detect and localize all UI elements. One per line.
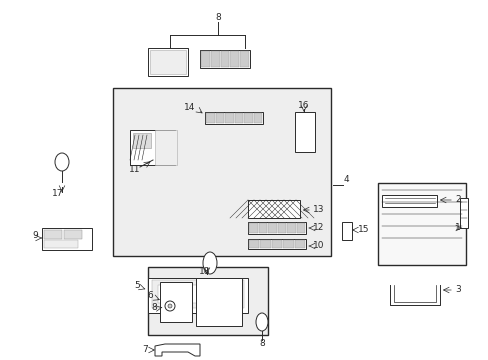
Bar xyxy=(155,130,177,165)
Bar xyxy=(196,278,242,326)
Bar xyxy=(296,223,305,233)
Text: 16: 16 xyxy=(298,100,309,109)
Text: 18: 18 xyxy=(199,267,210,276)
Bar xyxy=(42,228,92,250)
Circle shape xyxy=(168,304,172,308)
Bar xyxy=(248,223,257,233)
Bar xyxy=(271,240,282,248)
Bar xyxy=(230,51,239,67)
Bar xyxy=(247,200,299,218)
Bar xyxy=(148,267,267,335)
Bar xyxy=(148,48,187,76)
Bar xyxy=(205,113,214,123)
Circle shape xyxy=(164,301,175,311)
Text: 13: 13 xyxy=(312,206,324,215)
Text: 6: 6 xyxy=(147,291,153,300)
Text: 10: 10 xyxy=(312,242,324,251)
Bar xyxy=(130,130,175,165)
Bar xyxy=(253,113,262,123)
Bar xyxy=(215,113,224,123)
Bar xyxy=(224,113,233,123)
Text: 12: 12 xyxy=(312,224,324,233)
Bar xyxy=(248,240,259,248)
Bar xyxy=(286,223,295,233)
Ellipse shape xyxy=(256,313,267,331)
Bar xyxy=(277,223,285,233)
Bar xyxy=(44,240,78,248)
Text: 2: 2 xyxy=(454,195,460,204)
Bar xyxy=(341,222,351,240)
Text: 8: 8 xyxy=(259,339,264,348)
Bar xyxy=(258,223,266,233)
Bar xyxy=(283,240,293,248)
Text: 4: 4 xyxy=(343,175,349,184)
Bar xyxy=(133,133,151,148)
Ellipse shape xyxy=(55,153,69,171)
Bar xyxy=(44,230,62,239)
Bar xyxy=(294,112,314,152)
Polygon shape xyxy=(155,344,200,356)
Bar xyxy=(459,198,467,228)
Bar xyxy=(150,50,185,74)
Bar xyxy=(377,183,465,265)
Bar xyxy=(267,223,276,233)
Ellipse shape xyxy=(203,252,217,274)
Bar xyxy=(294,240,305,248)
Bar xyxy=(160,282,192,322)
Bar xyxy=(148,278,247,313)
Text: 3: 3 xyxy=(454,285,460,294)
Bar xyxy=(64,230,82,239)
Bar xyxy=(201,51,209,67)
Bar xyxy=(220,51,229,67)
Bar xyxy=(260,240,270,248)
Text: 9: 9 xyxy=(32,231,38,240)
Text: 7: 7 xyxy=(142,346,148,355)
Bar xyxy=(200,50,249,68)
Bar xyxy=(158,285,198,303)
Bar xyxy=(204,112,263,124)
Bar xyxy=(113,88,330,256)
Bar xyxy=(210,51,219,67)
Bar xyxy=(234,113,243,123)
Bar xyxy=(247,222,305,234)
Bar xyxy=(381,195,436,207)
Text: 5: 5 xyxy=(134,282,140,291)
Text: 1: 1 xyxy=(454,224,460,233)
Text: 14: 14 xyxy=(183,103,195,112)
Text: 17: 17 xyxy=(52,189,63,198)
Bar xyxy=(244,113,252,123)
Text: 11: 11 xyxy=(129,166,141,175)
Bar xyxy=(247,239,305,249)
Text: 15: 15 xyxy=(357,225,369,234)
Bar xyxy=(152,280,244,308)
Bar xyxy=(240,51,248,67)
Bar xyxy=(204,285,235,303)
Text: 8: 8 xyxy=(151,303,157,312)
Text: 8: 8 xyxy=(215,13,221,22)
